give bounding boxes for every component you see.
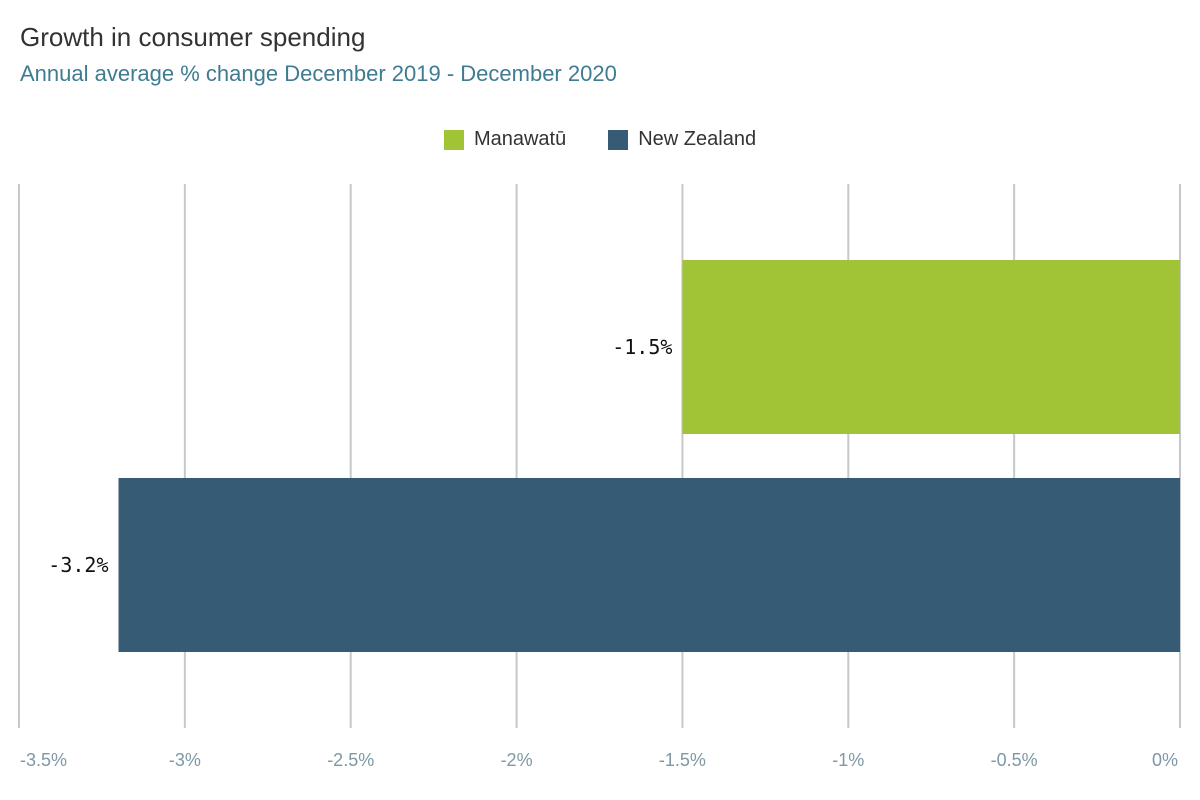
x-tick-label: -3.5% [20,750,67,770]
legend-swatch-manawatu [443,129,464,150]
bar-new-zealand [118,478,1180,652]
x-axis-tick-labels: -3.5% -3% -2.5% -2% -1.5% -1% -0.5% 0% [20,750,1178,770]
chart-title: Growth in consumer spending [20,22,366,52]
x-tick-label: -0.5% [991,750,1038,770]
legend-item-manawatu: Manawatū [443,128,567,151]
x-tick-label: -2% [501,750,533,770]
bar-manawatu [682,260,1180,434]
data-label-new-zealand: -3.2% [48,553,108,577]
legend-item-new-zealand: New Zealand [608,128,756,151]
x-tick-label: -3% [169,750,201,770]
x-tick-label: -1% [832,750,864,770]
chart-subtitle: Annual average % change December 2019 - … [20,61,617,86]
data-label-manawatu: -1.5% [612,335,672,359]
x-tick-label: -2.5% [327,750,374,770]
legend-label-new-zealand: New Zealand [638,128,757,150]
legend-label-manawatu: Manawatū [473,128,567,150]
data-labels: -1.5% -3.2% [48,335,672,577]
legend-swatch-new-zealand [608,129,629,150]
bars [118,260,1180,652]
chart-legend: Manawatū New Zealand [0,128,1200,151]
x-tick-label: 0% [1152,750,1178,770]
x-tick-label: -1.5% [659,750,706,770]
